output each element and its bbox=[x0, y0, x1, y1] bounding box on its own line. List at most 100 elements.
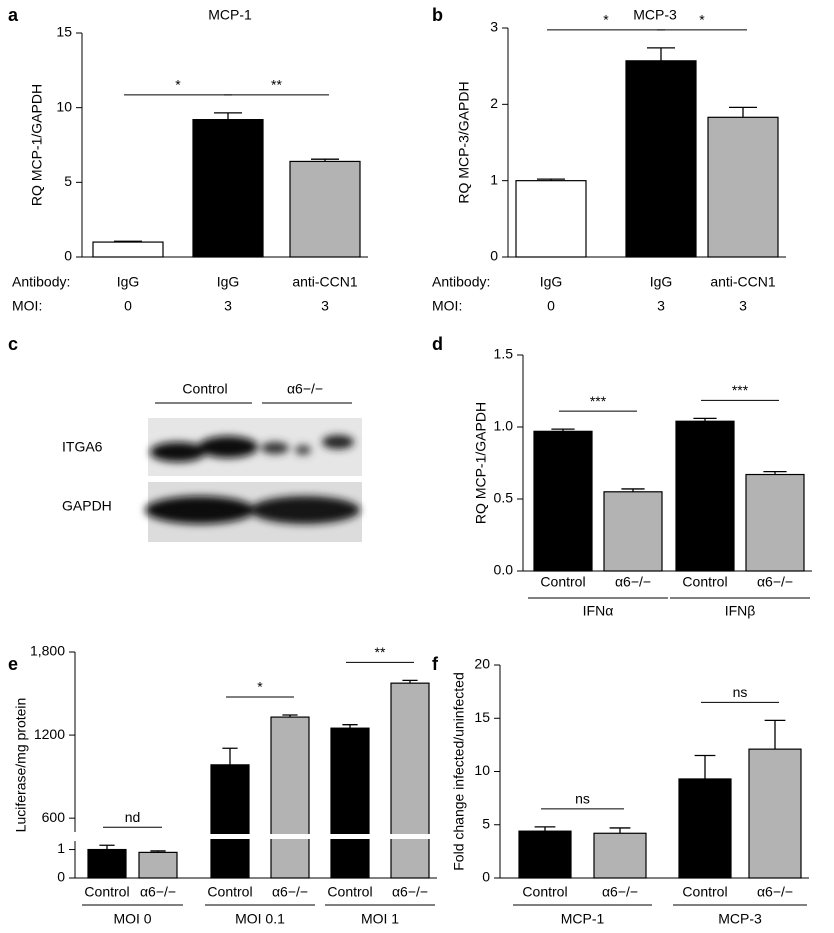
y-tick-label: 5 bbox=[64, 173, 72, 189]
y-tick-label: 0 bbox=[490, 248, 498, 264]
y-axis-label: RQ MCP-1/GAPDH bbox=[29, 84, 45, 206]
y-tick-label: 10 bbox=[56, 98, 72, 114]
significance-label: * bbox=[603, 12, 609, 28]
x-tick-label: 3 bbox=[321, 298, 329, 314]
error-bar bbox=[99, 844, 115, 850]
panel-letter: a bbox=[8, 5, 19, 25]
x-tick-label: IgG bbox=[650, 274, 673, 290]
bar bbox=[192, 119, 264, 258]
bar bbox=[210, 764, 250, 879]
significance-label: * bbox=[257, 679, 263, 695]
x-tick-label: 0 bbox=[547, 298, 555, 314]
significance-label: * bbox=[175, 77, 181, 93]
y-tick-label: 5 bbox=[482, 815, 490, 831]
y-tick-label: 2 bbox=[490, 95, 498, 111]
blot-group-label: α6−/− bbox=[287, 381, 323, 397]
bar bbox=[87, 848, 127, 879]
significance-label: *** bbox=[590, 393, 607, 409]
bar bbox=[603, 491, 663, 572]
panel-letter: c bbox=[8, 334, 18, 354]
chart-title: MCP-3 bbox=[633, 7, 677, 23]
y-tick-label: 1 bbox=[490, 171, 498, 187]
bar bbox=[330, 727, 370, 879]
y-tick-label: 15 bbox=[56, 24, 72, 40]
bar bbox=[138, 851, 178, 879]
bar bbox=[675, 420, 735, 572]
row-label: MOI: bbox=[12, 298, 42, 314]
x-tick-label: 3 bbox=[224, 298, 232, 314]
bar bbox=[92, 241, 164, 258]
error-bar bbox=[214, 112, 242, 120]
x-tick-label: α6−/− bbox=[140, 884, 176, 900]
error-bar bbox=[647, 47, 675, 61]
group-label: MCP-3 bbox=[718, 911, 762, 927]
x-tick-label: 3 bbox=[739, 298, 747, 314]
y-tick-label: 1.0 bbox=[494, 418, 514, 434]
y-tick-label: 10 bbox=[474, 762, 490, 778]
x-tick-label: α6−/− bbox=[615, 574, 651, 590]
panel-letter: d bbox=[432, 334, 443, 354]
x-tick-label: α6−/− bbox=[602, 884, 638, 900]
x-tick-label: Control bbox=[682, 574, 727, 590]
y-axis-label: Luciferase/mg protein bbox=[13, 698, 29, 833]
row-label: Antibody: bbox=[432, 274, 490, 290]
x-tick-label: 3 bbox=[657, 298, 665, 314]
y-axis-label: RQ MCP-3/GAPDH bbox=[456, 81, 472, 203]
y-tick-label: 15 bbox=[474, 709, 490, 725]
bar bbox=[289, 160, 361, 258]
x-tick-label: IgG bbox=[217, 274, 240, 290]
x-tick-label: Control bbox=[682, 884, 727, 900]
bar bbox=[515, 180, 587, 258]
x-tick-label: 0 bbox=[124, 298, 132, 314]
y-tick-label: 20 bbox=[474, 656, 490, 672]
x-tick-label: Control bbox=[84, 884, 129, 900]
bar bbox=[270, 716, 310, 879]
y-tick-label: 1.5 bbox=[494, 346, 514, 362]
blot-group-label: Control bbox=[182, 381, 227, 397]
significance-label: ns bbox=[575, 791, 590, 807]
y-tick-label: 3 bbox=[490, 19, 498, 35]
group-label: MOI 0 bbox=[113, 911, 151, 927]
x-tick-label: α6−/− bbox=[272, 884, 308, 900]
panel-letter: e bbox=[8, 654, 18, 674]
row-label: Antibody: bbox=[12, 274, 70, 290]
x-tick-label: α6−/− bbox=[757, 884, 793, 900]
y-tick-label: 0.0 bbox=[494, 562, 514, 578]
significance-label: ns bbox=[733, 684, 748, 700]
bar bbox=[533, 430, 593, 572]
x-tick-label: Control bbox=[327, 884, 372, 900]
bar bbox=[745, 473, 805, 572]
error-bar bbox=[534, 826, 556, 832]
x-tick-label: IgG bbox=[117, 274, 140, 290]
blot-bands bbox=[145, 496, 360, 524]
panel-letter: b bbox=[432, 5, 443, 25]
group-label: IFNβ bbox=[725, 603, 756, 619]
error-bar bbox=[764, 719, 786, 750]
error-bar bbox=[609, 827, 631, 834]
bar bbox=[678, 778, 732, 879]
axis-break bbox=[65, 834, 430, 839]
group-label: MCP-1 bbox=[561, 911, 605, 927]
x-tick-label: Control bbox=[522, 884, 567, 900]
group-label: MOI 1 bbox=[361, 911, 399, 927]
y-tick-label: 1200 bbox=[34, 726, 65, 742]
error-bar bbox=[222, 747, 238, 765]
blot-bands bbox=[150, 435, 354, 462]
x-tick-label: Control bbox=[540, 574, 585, 590]
significance-label: ** bbox=[375, 644, 386, 660]
x-tick-label: IgG bbox=[540, 274, 563, 290]
x-tick-label: anti-CCN1 bbox=[292, 274, 358, 290]
error-bar bbox=[694, 754, 716, 779]
x-tick-label: α6−/− bbox=[392, 884, 428, 900]
error-bar bbox=[729, 106, 757, 118]
western-blot: c Control α6−/− ITGA6 GAPDH bbox=[8, 334, 362, 542]
panel-letter: f bbox=[432, 654, 439, 674]
blot-row-label: ITGA6 bbox=[62, 439, 103, 455]
x-tick-label: anti-CCN1 bbox=[710, 274, 776, 290]
y-tick-label: 1 bbox=[57, 840, 65, 856]
y-axis-label: Fold change infected/uninfected bbox=[451, 672, 467, 870]
y-tick-label: 600 bbox=[42, 809, 66, 825]
blot-row-label: GAPDH bbox=[62, 498, 112, 514]
y-tick-label: 0.5 bbox=[494, 490, 514, 506]
bar bbox=[748, 748, 802, 879]
